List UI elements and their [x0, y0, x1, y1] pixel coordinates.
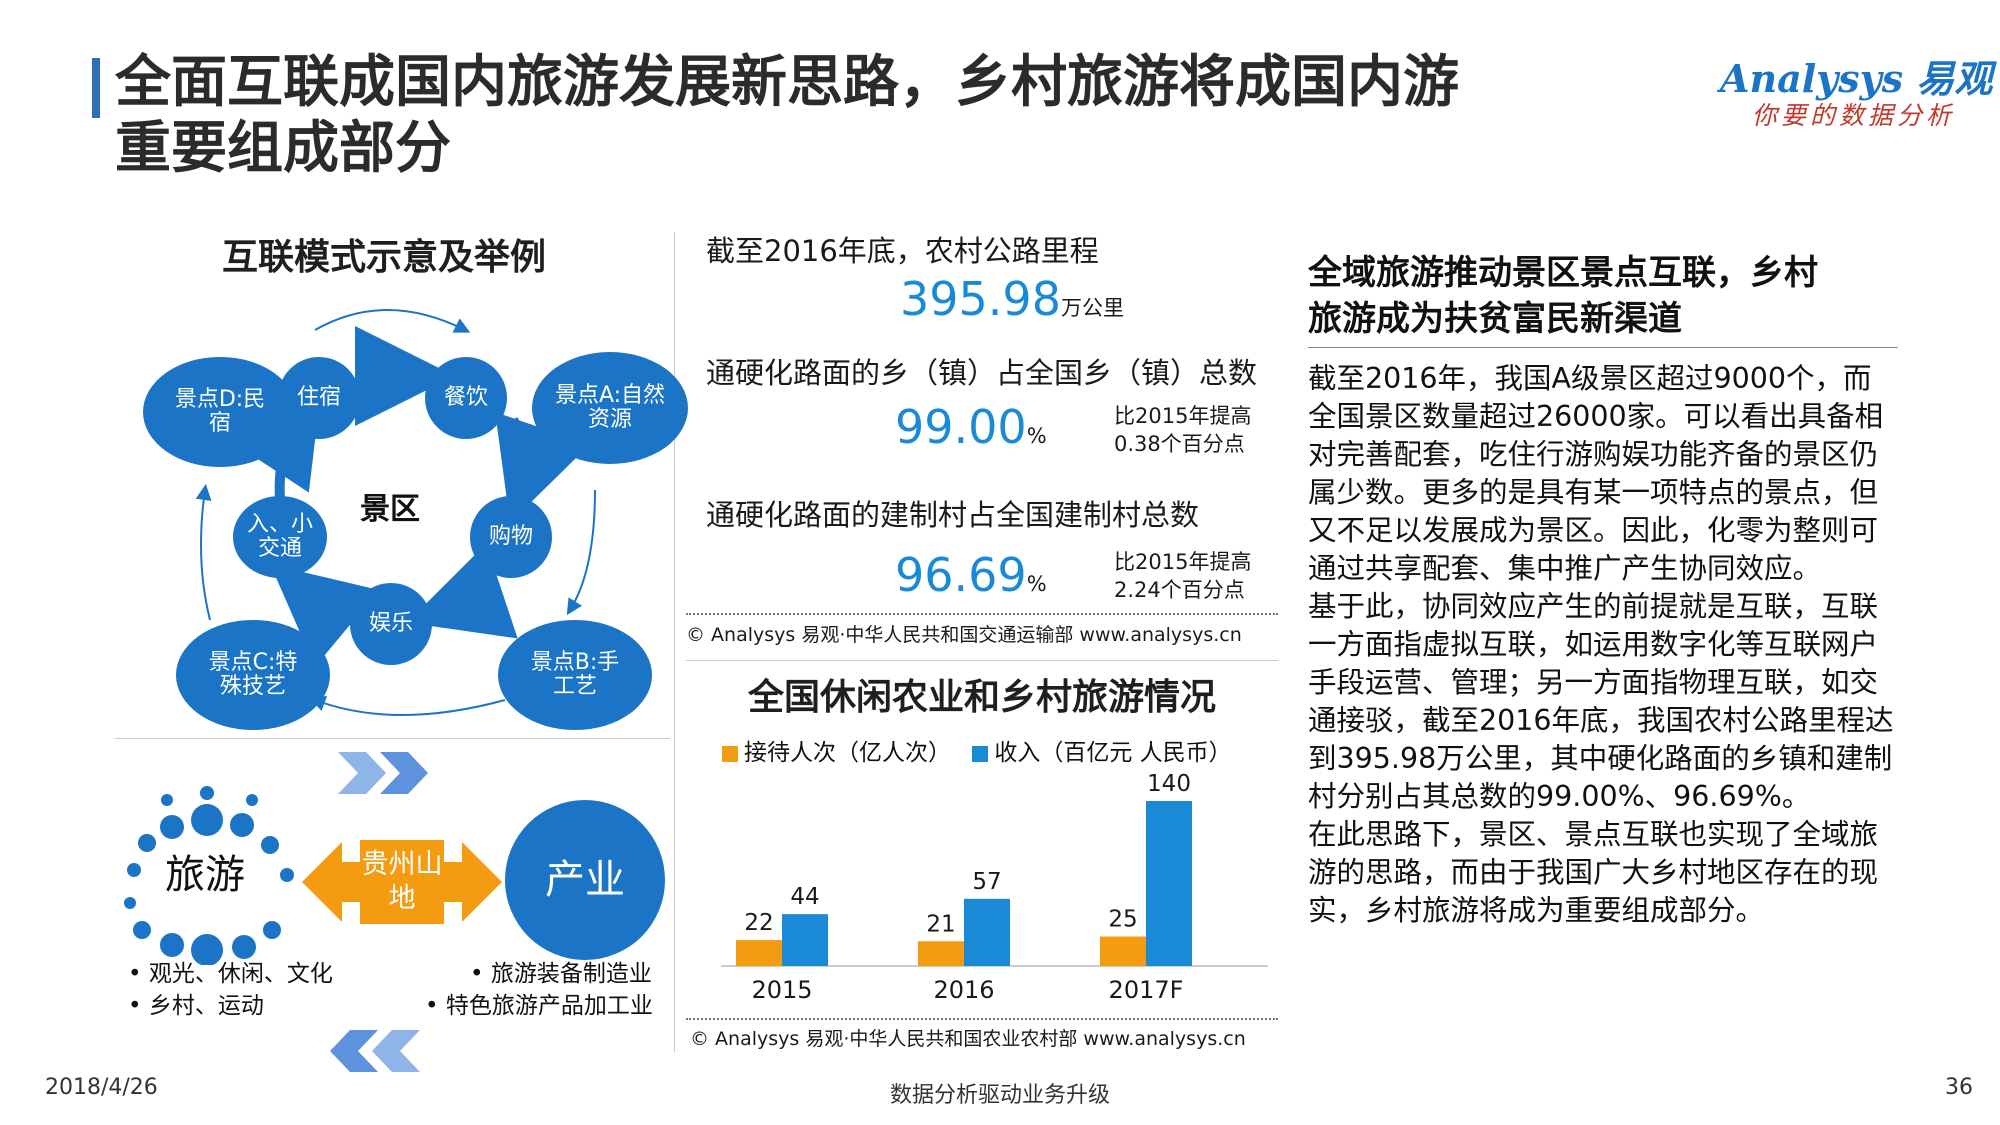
chart-title: 全国休闲农业和乡村旅游情况	[748, 677, 1217, 718]
tourism-label: 旅游	[165, 852, 245, 898]
stat3-note-line: 2.24个百分点	[1114, 578, 1245, 602]
legend-label-visits: 接待人次（亿人次）	[744, 740, 951, 766]
source1: © Analysys 易观·中华人民共和国交通运输部 www.analysys.…	[686, 624, 1242, 646]
category-label: 2015	[751, 976, 812, 1004]
right-title-line: 全域旅游推动景区景点互联，乡村	[1308, 253, 1818, 293]
bar-value-label: 57	[972, 869, 1001, 895]
footer-tagline: 数据分析驱动业务升级	[890, 1083, 1111, 1108]
category-label: 2016	[933, 976, 994, 1004]
node-scenic-c: 景点C:特殊技艺	[176, 620, 330, 730]
center-label: 景区	[360, 492, 420, 527]
stat1-unit: 万公里	[1060, 296, 1124, 320]
stat3-note-line: 比2015年提高	[1114, 550, 1252, 574]
bar	[1146, 801, 1192, 966]
brand-slogan: 你要的数据分析	[1752, 101, 1956, 130]
stat1-label: 截至2016年底，农村公路里程	[706, 234, 1099, 268]
left-section-title: 互联模式示意及举例	[222, 237, 547, 278]
page-number: 36	[1945, 1075, 1973, 1100]
bar-value-label: 22	[744, 910, 773, 936]
bar	[918, 941, 964, 966]
chart-legend: 接待人次（亿人次） 收入（百亿元 人民币）	[722, 733, 1232, 767]
brand-logo: Analysys 易观	[1720, 56, 1993, 101]
double-arrow-icon	[302, 840, 502, 924]
right-title-line: 旅游成为扶贫富民新渠道	[1308, 299, 1682, 339]
footer-date: 2018/4/26	[45, 1075, 158, 1100]
stat3-label: 通硬化路面的建制村占全国建制村总数	[706, 498, 1200, 532]
node-shopping: 购物	[470, 496, 552, 578]
node-transport: 入、小交通	[233, 496, 327, 578]
page-title: 全面互联成国内旅游发展新思路，乡村旅游将成国内游 重要组成部分	[115, 50, 1565, 182]
bar	[964, 898, 1010, 966]
right-body: 截至2016年，我国A级景区超过9000个，而全国景区数量超过26000家。可以…	[1308, 360, 1898, 930]
column-divider-left	[674, 232, 675, 1052]
source2-divider	[686, 1018, 1278, 1020]
bar	[782, 914, 828, 966]
industry-circle: 产业	[505, 800, 665, 960]
legend-label-revenue: 收入（百亿元 人民币）	[994, 740, 1232, 766]
legend-swatch-visits	[722, 745, 738, 762]
body-paragraph: 基于此，协同效应产生的前提就是互联，互联一方面指虚拟互联，如运用数字化等互联网户…	[1308, 590, 1894, 813]
page-title-line2: 重要组成部分	[115, 116, 451, 181]
body-paragraph: 在此思路下，景区、景点互联也实现了全域旅游的思路，而由于我国广大乡村地区存在的现…	[1308, 818, 1879, 927]
bar-value-label: 25	[1108, 907, 1137, 933]
industry-item: • 特色旅游产品加工业	[425, 993, 653, 1019]
tourism-item: • 乡村、运动	[128, 993, 264, 1019]
stat2-note: 比2015年提高 0.38个百分点	[1114, 402, 1251, 458]
node-entertainment: 娱乐	[350, 583, 432, 665]
bar-value-label: 21	[926, 911, 955, 937]
stat2-label: 通硬化路面的乡（镇）占全国乡（镇）总数	[706, 356, 1258, 390]
node-dining: 餐饮	[425, 357, 507, 439]
stat2-unit: %	[1026, 424, 1047, 448]
stat3-note: 比2015年提高 2.24个百分点	[1114, 548, 1251, 604]
industry-item: • 旅游装备制造业	[470, 961, 652, 987]
industry-items: • 旅游装备制造业 • 特色旅游产品加工业	[425, 958, 653, 1022]
tourism-items: • 观光、休闲、文化 • 乡村、运动	[128, 958, 333, 1022]
bar-chart: 22 44 2015 21 57 2016 25 140 2017F	[721, 771, 1268, 1004]
body-paragraph: 截至2016年，我国A级景区超过9000个，而全国景区数量超过26000家。可以…	[1308, 362, 1884, 585]
bar-value-label: 140	[1147, 771, 1191, 797]
left-divider	[115, 738, 670, 739]
right-section-title: 全域旅游推动景区景点互联，乡村 旅游成为扶贫富民新渠道	[1308, 250, 1818, 342]
source2: © Analysys 易观·中华人民共和国农业农村部 www.analysys.…	[690, 1028, 1246, 1050]
right-title-underline	[1308, 347, 1898, 348]
category-label: 2017F	[1109, 976, 1184, 1004]
middle-divider	[686, 660, 1278, 661]
dots-cluster-icon	[124, 786, 294, 965]
source1-divider	[686, 613, 1278, 615]
tourism-item: • 观光、休闲、文化	[128, 961, 333, 987]
chevron-left-icon	[330, 1030, 420, 1072]
node-scenic-d: 景点D:民宿	[143, 357, 297, 467]
bar-value-label: 44	[790, 884, 819, 910]
stat1-number: 395.98	[900, 272, 1061, 326]
node-scenic-a: 景点A:自然资源	[532, 352, 688, 464]
bar	[736, 940, 782, 966]
stat3-number: 96.69	[895, 548, 1027, 602]
guizhou-label: 贵州山地	[361, 849, 443, 914]
stat2-number: 99.00	[895, 400, 1027, 454]
chevron-right-icon	[338, 752, 428, 794]
stat2-note-line: 0.38个百分点	[1114, 432, 1245, 456]
legend-swatch-revenue	[972, 745, 989, 762]
stat2-note-line: 比2015年提高	[1114, 404, 1252, 428]
stat3-unit: %	[1026, 572, 1047, 596]
node-scenic-b: 景点B:手工艺	[498, 620, 652, 730]
stat3-value: 96.69%	[895, 548, 1047, 602]
page-title-line1: 全面互联成国内旅游发展新思路，乡村旅游将成国内游	[115, 50, 1459, 115]
stat1-value: 395.98万公里	[900, 272, 1124, 326]
stat2-value: 99.00%	[895, 400, 1047, 454]
title-accent-bar	[92, 58, 100, 118]
bar	[1100, 936, 1146, 966]
